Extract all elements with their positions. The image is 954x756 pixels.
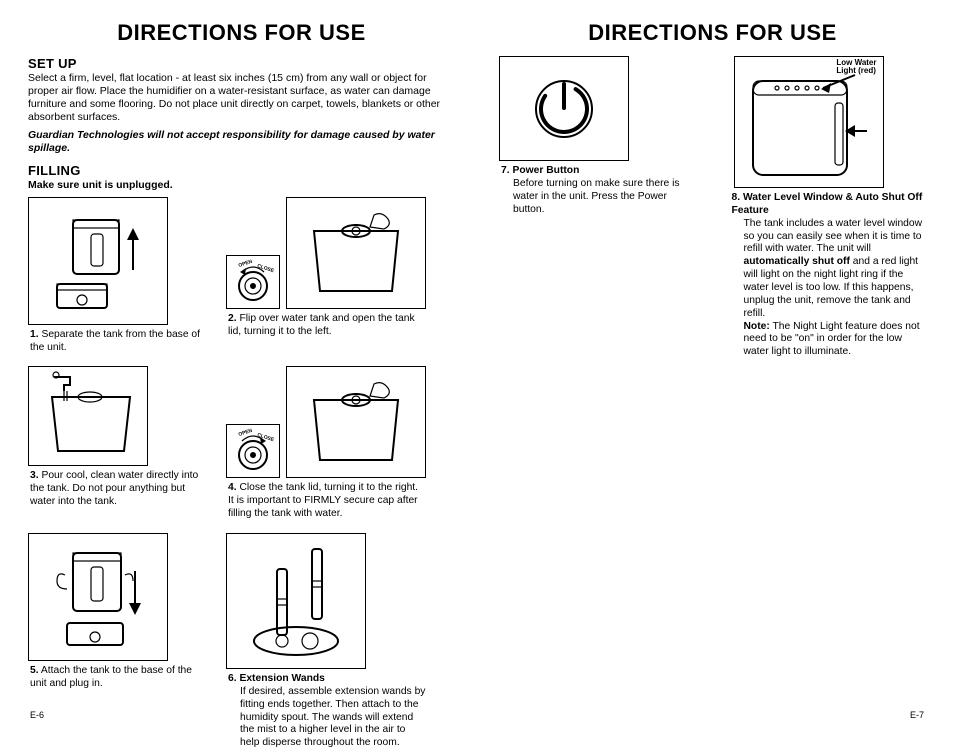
step-1: 1. Separate the tank from the base of th… bbox=[28, 197, 202, 355]
step-7-figure bbox=[499, 56, 629, 161]
step-5-caption: 5. Attach the tank to the base of the un… bbox=[28, 665, 202, 691]
step-5-figure bbox=[28, 533, 168, 661]
step-6-title: Extension Wands bbox=[237, 673, 325, 684]
step-7-num: 7. bbox=[501, 165, 510, 176]
step-4-text: Close the tank lid, turning it to the ri… bbox=[228, 482, 418, 519]
step-2-cap-figure: OPEN CLOSE bbox=[226, 255, 280, 309]
step-4-figure bbox=[286, 366, 426, 478]
step-2-num: 2. bbox=[228, 313, 237, 324]
step-7-caption: 7. Power Button Before turning on make s… bbox=[499, 165, 696, 216]
step-5-text: Attach the tank to the base of the unit … bbox=[30, 665, 192, 689]
step-3-figure bbox=[28, 366, 148, 466]
low-water-callout: Low WaterLight (red) bbox=[836, 59, 876, 76]
step-1-figure bbox=[28, 197, 168, 325]
step-8-title: Water Level Window & Auto Shut Off Featu… bbox=[732, 192, 923, 216]
step-1-text: Separate the tank from the base of the u… bbox=[30, 329, 200, 353]
step-6-figure bbox=[226, 533, 366, 669]
setup-heading: SET UP bbox=[28, 56, 455, 71]
step-7-title: Power Button bbox=[510, 165, 580, 176]
step-4: OPEN CLOSE 4. Close the tank lid, turnin… bbox=[226, 366, 426, 521]
step-3-num: 3. bbox=[30, 470, 39, 481]
step-7: 7. Power Button Before turning on make s… bbox=[499, 56, 696, 359]
setup-body: Select a firm, level, flat location - at… bbox=[28, 72, 455, 125]
step-7-text: Before turning on make sure there is wat… bbox=[501, 178, 696, 217]
step-2-figure bbox=[286, 197, 426, 309]
page-left: DIRECTIONS FOR USE SET UP Select a firm,… bbox=[28, 20, 477, 720]
step-6-num: 6. bbox=[228, 673, 237, 684]
step-8-figure: Low WaterLight (red) bbox=[734, 56, 884, 188]
page-right: DIRECTIONS FOR USE 7. Power Button Befor… bbox=[477, 20, 926, 720]
step-6: 6. Extension Wands If desired, assemble … bbox=[226, 533, 426, 750]
step-8: Low WaterLight (red) bbox=[730, 56, 927, 359]
page-number-right: E-7 bbox=[910, 710, 924, 720]
step-3-caption: 3. Pour cool, clean water directly into … bbox=[28, 470, 202, 509]
step-3-text: Pour cool, clean water directly into the… bbox=[30, 470, 198, 507]
step-4-caption: 4. Close the tank lid, turning it to the… bbox=[226, 482, 426, 521]
step-2: OPEN CLOSE 2. Flip over wate bbox=[226, 197, 426, 355]
step-5: 5. Attach the tank to the base of the un… bbox=[28, 533, 202, 750]
filling-sub: Make sure unit is unplugged. bbox=[28, 179, 455, 191]
step-4-num: 4. bbox=[228, 482, 237, 493]
steps-grid: 1. Separate the tank from the base of th… bbox=[28, 197, 455, 756]
step-8-body: The tank includes a water level window s… bbox=[732, 218, 927, 359]
page-title-right: DIRECTIONS FOR USE bbox=[499, 20, 926, 46]
step-1-caption: 1. Separate the tank from the base of th… bbox=[28, 329, 202, 355]
step-6-text: If desired, assemble extension wands by … bbox=[228, 686, 426, 750]
step-2-text: Flip over water tank and open the tank l… bbox=[228, 313, 415, 337]
filling-heading: FILLING bbox=[28, 163, 455, 178]
step-4-cap-figure: OPEN CLOSE bbox=[226, 424, 280, 478]
step-2-caption: 2. Flip over water tank and open the tan… bbox=[226, 313, 426, 339]
power-icon bbox=[527, 72, 601, 146]
right-columns: 7. Power Button Before turning on make s… bbox=[499, 56, 926, 359]
page-number-left: E-6 bbox=[30, 710, 44, 720]
step-8-caption: 8. Water Level Window & Auto Shut Off Fe… bbox=[730, 192, 927, 359]
page-title-left: DIRECTIONS FOR USE bbox=[28, 20, 455, 46]
setup-warning: Guardian Technologies will not accept re… bbox=[28, 129, 455, 155]
step-1-num: 1. bbox=[30, 329, 39, 340]
step-5-num: 5. bbox=[30, 665, 39, 676]
step-6-caption: 6. Extension Wands If desired, assemble … bbox=[226, 673, 426, 750]
step-3: 3. Pour cool, clean water directly into … bbox=[28, 366, 202, 521]
step-8-num: 8. bbox=[732, 192, 741, 203]
